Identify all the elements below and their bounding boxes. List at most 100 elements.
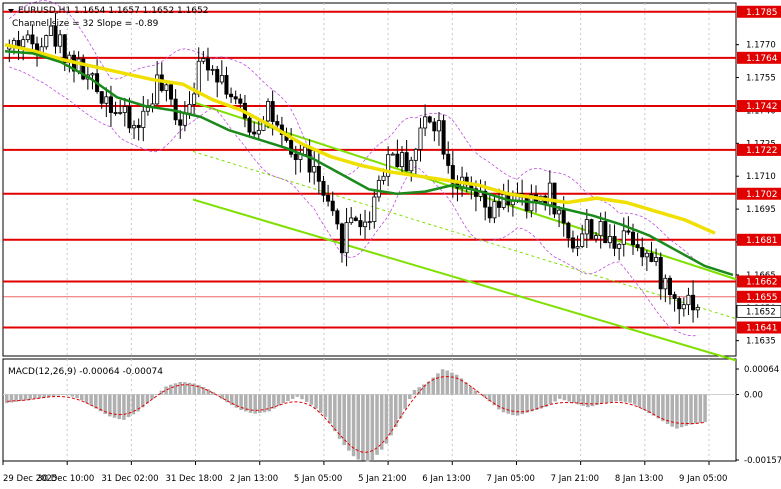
macd-histogram-bar — [234, 394, 239, 408]
macd-signal-line — [7, 376, 706, 453]
candle-body — [113, 112, 118, 114]
candle-body — [570, 237, 575, 249]
price-tick-label: 1.1770 — [746, 41, 776, 51]
extra-price-label: 1.1655 — [746, 293, 778, 303]
candle-body — [566, 222, 571, 239]
candle-body — [621, 230, 626, 245]
candle-body — [238, 98, 243, 104]
candle-body — [376, 180, 381, 198]
indicator-line: Channel size = 32 Slope = -0.89 — [12, 19, 159, 29]
macd-histogram-bar — [558, 394, 562, 399]
time-tick-label: 31 Dec 02:00 — [101, 474, 158, 484]
candle-body — [196, 60, 201, 95]
macd-histogram-bar — [468, 386, 473, 395]
candle-body — [307, 146, 312, 173]
candle-body — [155, 74, 160, 105]
candle-body — [118, 112, 123, 114]
candle-body — [25, 34, 30, 41]
macd-histogram-bar — [328, 394, 332, 424]
macd-histogram-bar — [506, 394, 510, 414]
macd-histogram-bar — [201, 387, 206, 395]
candle-body — [584, 219, 589, 235]
level-price-tag — [737, 275, 781, 288]
level-price-tag — [737, 143, 781, 156]
macd-histogram-bar — [497, 394, 501, 410]
candle-body — [127, 106, 132, 129]
candle-body — [492, 201, 497, 219]
candle-body — [247, 117, 252, 133]
macd-histogram-bar — [84, 394, 89, 403]
macd-histogram-bar — [309, 394, 314, 405]
candle-body — [344, 222, 349, 254]
macd-histogram-bar — [178, 381, 182, 395]
collapse-triangle-icon[interactable] — [8, 9, 14, 13]
macd-histogram-bar — [9, 394, 14, 403]
candle-body — [487, 206, 492, 219]
macd-histogram-bar — [647, 394, 651, 413]
candle-body — [404, 152, 409, 172]
macd-histogram-bar — [417, 387, 421, 395]
candle-body — [594, 235, 599, 240]
candle-body — [132, 124, 137, 129]
candle-body — [316, 166, 321, 182]
candle-body — [178, 119, 183, 126]
macd-histogram-bar — [356, 394, 361, 460]
macd-histogram-bar — [525, 394, 529, 413]
time-tick-label: 30 Dec 10:00 — [37, 474, 94, 484]
macd-histogram-bar — [79, 394, 84, 401]
level-price-tag — [737, 290, 781, 303]
macd-histogram-bar — [75, 394, 79, 399]
macd-histogram-bar — [117, 394, 121, 420]
macd-histogram-bar — [600, 394, 604, 404]
candle-body — [270, 101, 275, 122]
macd-histogram-bar — [651, 394, 656, 416]
macd-histogram-bar — [670, 394, 675, 427]
macd-histogram-bar — [159, 390, 164, 395]
macd-histogram-bar — [248, 394, 253, 413]
candle-body — [589, 219, 594, 240]
candle-body — [473, 188, 478, 197]
macd-histogram-bar — [408, 394, 412, 400]
macd-histogram-bar — [37, 394, 42, 399]
candle-body — [598, 221, 603, 237]
slow-moving-average-line — [4, 42, 716, 235]
macd-histogram-bar — [454, 374, 459, 395]
macd-histogram-bar — [426, 381, 431, 395]
candle-body — [686, 294, 691, 306]
macd-histogram-bar — [215, 394, 220, 396]
macd-histogram-bar — [5, 394, 9, 404]
macd-histogram-bar — [483, 394, 487, 398]
macd-histogram-bar — [436, 373, 440, 395]
macd-histogram-bar — [272, 394, 276, 409]
macd-histogram-bar — [14, 394, 18, 402]
candle-body — [353, 217, 358, 221]
candle-body — [580, 233, 585, 247]
candle-body — [256, 130, 261, 135]
macd-histogram-bar — [304, 394, 309, 402]
macd-histogram-bar — [300, 394, 304, 400]
candle-body — [603, 221, 608, 244]
level-price-tag — [737, 321, 781, 334]
macd-histogram-bar — [187, 382, 192, 395]
candle-body — [335, 210, 340, 225]
macd-histogram-bar — [23, 394, 28, 401]
macd-histogram-bar — [679, 394, 684, 428]
price-tick-label: 1.1635 — [746, 337, 776, 347]
candle-body — [432, 121, 437, 132]
macd-histogram-bar — [618, 394, 623, 402]
macd-histogram-bar — [333, 394, 337, 432]
macd-histogram-bar — [520, 394, 525, 415]
macd-histogram-bar — [389, 394, 393, 436]
candle-body — [192, 93, 197, 105]
macd-histogram-bar — [623, 394, 628, 403]
macd-histogram-bar — [379, 394, 384, 450]
candle-body — [390, 153, 395, 156]
macd-histogram-bar — [553, 394, 557, 402]
macd-histogram-bar — [89, 394, 93, 406]
macd-histogram-bar — [103, 394, 107, 414]
candle-body — [672, 294, 677, 299]
candle-body — [275, 121, 280, 126]
candle-body — [557, 209, 562, 215]
